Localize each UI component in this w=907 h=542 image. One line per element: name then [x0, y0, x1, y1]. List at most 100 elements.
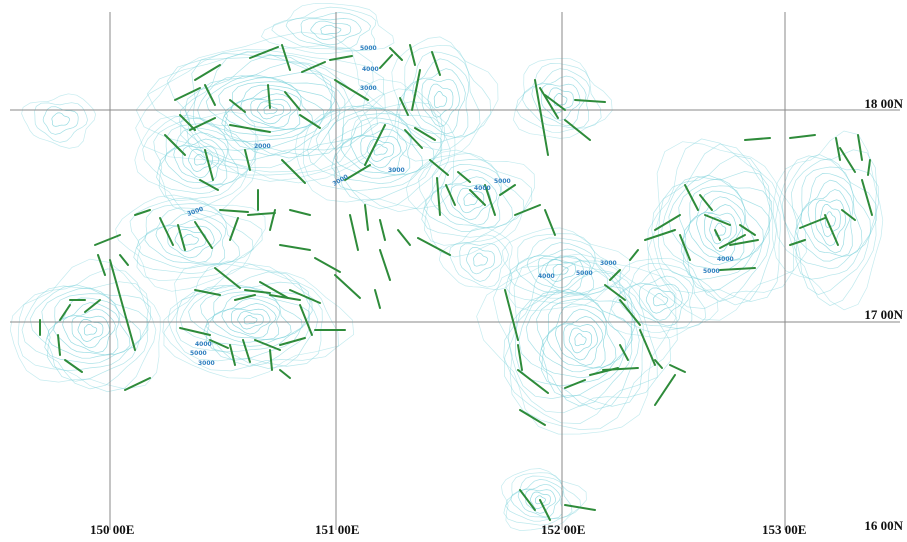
contour-line: [800, 179, 854, 257]
contour-label: 5000: [360, 45, 377, 52]
contour-line: [505, 475, 573, 522]
contour-label: 3000: [198, 360, 215, 367]
lineament-segment: [564, 379, 586, 389]
contour-line: [795, 173, 863, 262]
contour-line: [41, 287, 149, 372]
contour-line: [164, 132, 228, 186]
lineament-segment: [514, 204, 541, 216]
lineament-segment: [179, 114, 196, 131]
contour-line: [459, 242, 503, 282]
lineament-segment: [469, 189, 486, 206]
contour-line: [450, 184, 492, 221]
contour-line: [824, 211, 836, 228]
lineament-segment: [431, 51, 441, 76]
contour-line: [17, 268, 157, 393]
contour-line: [503, 472, 581, 526]
contour-label: 4000: [195, 341, 212, 348]
contour-line: [554, 316, 604, 366]
lineament-segment: [177, 224, 186, 251]
lineament-segment: [457, 171, 471, 183]
lineament-segment: [269, 294, 301, 301]
latitude-label-17N: 17 00N: [864, 307, 903, 322]
contour-line: [320, 24, 342, 35]
lineament-segment: [229, 99, 246, 113]
lineament-segment: [334, 79, 369, 101]
contour-line: [503, 255, 658, 414]
contour-line: [163, 262, 355, 379]
lineament-segment: [629, 249, 639, 261]
lineament-segment: [229, 217, 239, 241]
lineament-segment: [564, 119, 591, 141]
contour-line: [515, 270, 640, 410]
contour-line: [9, 258, 161, 390]
contour-line: [142, 114, 259, 212]
lineament-segment: [504, 289, 519, 341]
lineament-segment: [229, 124, 271, 133]
contour-line: [29, 284, 151, 382]
lineament-segment: [799, 217, 826, 229]
contour-label: 4000: [474, 185, 491, 192]
contour-line: [243, 315, 258, 325]
contour-line: [651, 143, 781, 302]
contour-line: [678, 178, 771, 280]
contour-line: [231, 308, 271, 335]
lineament-segment: [397, 229, 411, 246]
lineament-segment: [159, 217, 174, 246]
lineament-segment: [199, 179, 219, 191]
contour-label: 3000: [388, 167, 405, 174]
lineament-segment: [279, 244, 311, 251]
contour-line: [531, 75, 587, 127]
contour-line: [162, 260, 339, 372]
lineament-segment: [314, 257, 341, 273]
lineament-segment: [404, 129, 423, 149]
lineament-segment: [209, 339, 229, 349]
contour-line: [430, 169, 502, 229]
lineament-segment: [59, 304, 71, 321]
lineament-segment: [719, 234, 746, 249]
contour-line: [661, 171, 771, 302]
latitude-label-16N: 16 00N: [864, 518, 903, 533]
lineament-segment: [436, 177, 441, 216]
lineament-segment: [204, 84, 216, 106]
contour-line: [153, 117, 257, 202]
graticule: [10, 12, 900, 530]
contour-line: [466, 246, 495, 275]
lineament-segment: [279, 337, 306, 346]
contour-line: [21, 281, 149, 390]
contour-line: [538, 298, 627, 379]
contour-line: [53, 302, 120, 356]
contour-line: [34, 102, 88, 143]
contour-line: [775, 149, 878, 306]
contour-line: [537, 255, 584, 289]
lineament-segment: [719, 267, 756, 271]
lineament-segment: [269, 209, 276, 231]
lineament-segment: [867, 159, 871, 176]
lineament-segment: [269, 349, 273, 371]
contour-label: 5000: [494, 178, 511, 185]
lineament-segment: [204, 149, 214, 181]
contour-line: [463, 193, 478, 207]
lineament-segment: [669, 364, 686, 373]
lineament-segment: [109, 259, 136, 351]
contour-line: [516, 242, 595, 296]
contour-line: [205, 294, 292, 343]
contour-line: [433, 91, 448, 109]
contour-line: [505, 233, 622, 304]
contour-line: [260, 2, 395, 54]
contour-label: 2000: [254, 143, 271, 150]
contour-line: [427, 83, 454, 118]
contour-line: [350, 128, 408, 174]
lineament-segment: [281, 44, 291, 71]
contour-line: [62, 308, 116, 354]
contour-line: [504, 257, 672, 424]
contour-line: [501, 468, 587, 531]
lineament-segment: [189, 117, 216, 131]
contour-line: [328, 107, 443, 192]
lineament-segment: [544, 94, 566, 111]
contour-line: [182, 145, 220, 179]
lineament-segment: [84, 299, 101, 313]
lineament-segment: [94, 234, 121, 246]
contour-line: [129, 197, 263, 282]
lineament-segment: [344, 164, 371, 181]
lineament-segment: [699, 194, 713, 211]
